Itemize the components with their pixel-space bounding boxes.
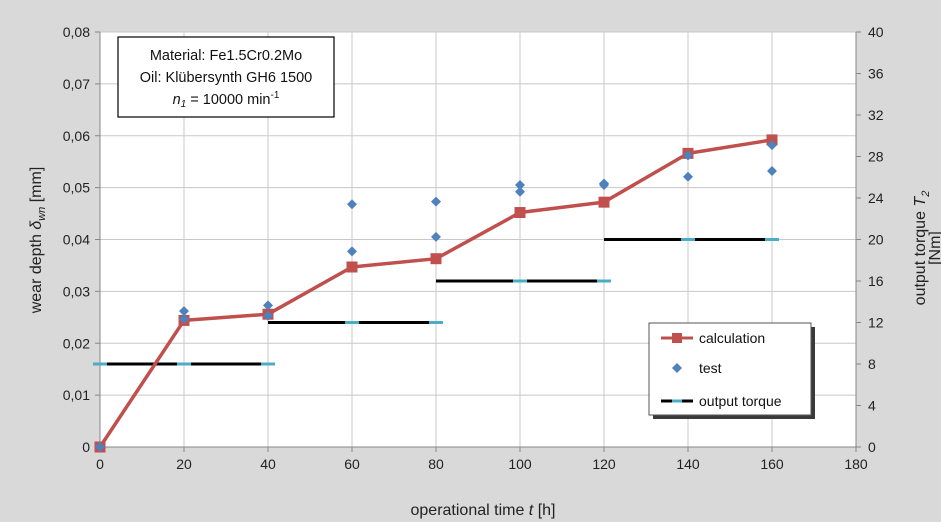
y2-axis-title-unit: [Nm] [927, 231, 941, 265]
x-axis-title-text: operational time [411, 502, 525, 519]
info-speed-value: = 10000 min [186, 92, 270, 108]
calculation-point [766, 134, 778, 146]
legend-calculation-marker [672, 333, 682, 343]
test-point [599, 180, 609, 191]
info-box: Material: Fe1.5Cr0.2Mo Oil: Klübersynth … [117, 36, 335, 118]
y2-tick-label: 24 [868, 190, 884, 206]
torque-marker [681, 238, 695, 241]
x-tick-label: 100 [508, 456, 532, 472]
torque-marker [345, 321, 359, 324]
y-axis-title: wear depth δwn [mm] [28, 167, 48, 315]
axes [95, 31, 861, 452]
torque-marker [513, 279, 527, 283]
x-tick-label: 180 [844, 456, 868, 472]
test-point [767, 140, 777, 151]
info-box-frame [117, 36, 335, 118]
test-point [179, 313, 189, 324]
legend-item-output-torque: output torque [661, 393, 782, 409]
x-tick-label: 80 [428, 456, 444, 472]
y-tick-label: 0,04 [63, 232, 90, 248]
y-tick-label: 0,06 [63, 128, 90, 144]
y2-axis-title-subscript: 2 [920, 191, 932, 198]
y2-axis-title-symbol: T [912, 196, 929, 207]
y-tick-label: 0,08 [63, 24, 90, 40]
legend-torque-marker [672, 399, 682, 403]
y-tick-label: 0,03 [63, 283, 90, 299]
x-tick-label: 160 [760, 456, 784, 472]
torque-marker [261, 362, 275, 366]
legend-torque-label: output torque [699, 393, 782, 409]
calculation-point [598, 196, 610, 208]
legend: calculation test output torque [648, 322, 815, 419]
test-point [515, 180, 525, 191]
torque-marker [429, 321, 443, 324]
torque-marker [597, 279, 611, 283]
y2-tick-label: 16 [868, 273, 884, 289]
legend-test-label: test [699, 360, 722, 376]
info-speed: n1 = 10000 min-1 [173, 90, 280, 110]
x-axis-title: operational time t [h] [411, 502, 556, 519]
x-tick-label: 40 [260, 456, 276, 472]
y2-tick-label: 20 [868, 232, 884, 248]
info-speed-subscript: 1 [181, 99, 187, 110]
info-speed-superscript: -1 [270, 90, 279, 101]
y2-tick-label: 40 [868, 24, 884, 40]
y-tick-label: 0,01 [63, 387, 90, 403]
y2-tick-label: 28 [868, 149, 884, 165]
x-axis-title-unit: [h] [538, 502, 556, 519]
info-speed-symbol: n [173, 92, 181, 108]
y-axis-title-text: wear depth [28, 234, 45, 314]
y-tick-label: 0,02 [63, 335, 90, 351]
y2-axis-title: output torque T2 [912, 191, 932, 306]
y-tick-label: 0,07 [63, 76, 90, 92]
y-axis-title-subscript: wn [36, 207, 48, 221]
test-point [95, 442, 105, 452]
test-point [347, 246, 357, 257]
y2-tick-label: 32 [868, 107, 884, 123]
x-axis-title-symbol: t [529, 502, 534, 519]
tick-labels: 0 20 40 60 80 100 120 140 160 18000,010,020,030,0… [63, 24, 884, 472]
calculation-point [514, 207, 526, 219]
test-point [263, 300, 273, 311]
test-point [179, 306, 189, 317]
legend-item-calculation: calculation [661, 330, 765, 346]
test-point [683, 150, 693, 161]
x-tick-label: 20 [176, 456, 192, 472]
legend-item-test: test [672, 360, 722, 376]
y2-tick-label: 0 [868, 439, 876, 455]
test-point [683, 171, 693, 182]
test-point [263, 310, 273, 321]
legend-calculation-label: calculation [699, 330, 765, 346]
info-oil: Oil: Klübersynth GH6 1500 [140, 70, 312, 86]
test-point [431, 231, 441, 242]
info-material: Material: Fe1.5Cr0.2Mo [150, 48, 302, 64]
y2-axis-title-text: output torque [912, 211, 929, 305]
test-point [767, 166, 777, 177]
x-tick-label: 140 [676, 456, 700, 472]
test-point [515, 186, 525, 197]
y2-tick-label: 36 [868, 66, 884, 82]
calculation-point [430, 253, 442, 265]
y2-tick-label: 12 [868, 315, 884, 331]
y2-tick-label: 8 [868, 356, 876, 372]
y2-tick-label: 4 [868, 398, 876, 414]
test-point [347, 199, 357, 210]
test-series [95, 140, 777, 452]
y-axis-title-unit: [mm] [28, 167, 45, 203]
x-tick-label: 0 [96, 456, 104, 472]
torque-marker [93, 362, 107, 366]
x-tick-label: 120 [592, 456, 616, 472]
test-point [431, 196, 441, 207]
output-torque-series [93, 238, 779, 366]
legend-test-marker [672, 363, 682, 373]
y-tick-label: 0,05 [63, 180, 90, 196]
y-tick-label: 0 [82, 439, 90, 455]
y-axis-title-symbol: δ [28, 220, 45, 230]
calculation-point [346, 261, 358, 273]
torque-marker [765, 238, 779, 241]
torque-marker [177, 362, 191, 366]
x-tick-label: 60 [344, 456, 360, 472]
